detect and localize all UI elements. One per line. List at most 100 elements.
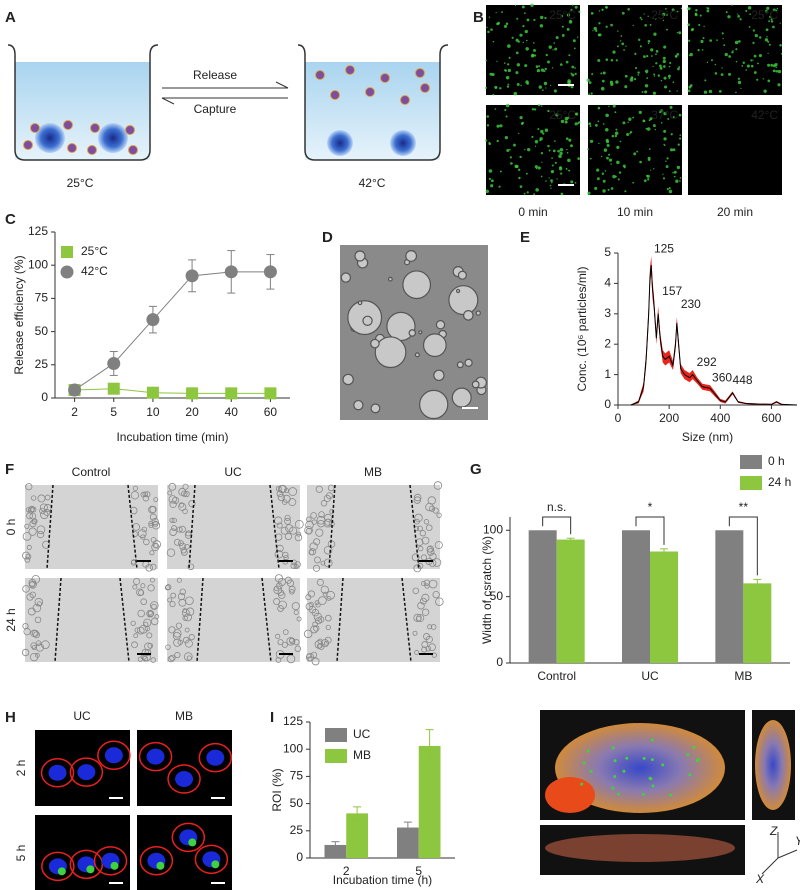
cell — [311, 608, 320, 617]
fluorescence-dot — [491, 72, 495, 77]
cell-tail — [545, 777, 595, 813]
fluorescence-dot — [767, 52, 769, 55]
cell — [305, 520, 314, 530]
beaker — [7, 44, 159, 161]
fluorescence-dot — [706, 61, 709, 64]
cell — [24, 523, 30, 529]
peak-label: 230 — [681, 297, 701, 311]
cell — [413, 564, 422, 573]
fluorescence-dot — [663, 76, 667, 80]
fluorescence-dot — [762, 78, 764, 80]
wound-edge — [269, 484, 280, 570]
fluorescence-dot — [647, 40, 651, 43]
fluorescence-dot — [706, 9, 710, 13]
fluorescence-dot — [487, 30, 490, 34]
fluorescence-dot — [610, 58, 614, 62]
cell — [289, 637, 296, 645]
cell — [178, 487, 187, 496]
legend-label: 25°C — [81, 244, 108, 258]
cell — [30, 495, 37, 501]
fluorescence-dot — [561, 25, 564, 28]
uptake — [668, 793, 672, 797]
marker — [61, 246, 73, 258]
y-tick-label: 3 — [604, 306, 611, 320]
cell-membrane — [41, 851, 75, 882]
fluorescence-dot — [702, 37, 705, 39]
cell — [40, 510, 49, 520]
cell — [37, 494, 46, 503]
cell — [421, 536, 430, 545]
fluorescence-dot — [767, 79, 771, 83]
fluorescence-dot — [634, 66, 638, 70]
fluorescence-dot — [677, 67, 680, 71]
fluorescence-dot — [676, 10, 679, 13]
fluorescence-dot — [523, 12, 526, 15]
cell — [36, 525, 46, 534]
fluorescence-dot — [566, 152, 569, 154]
cell — [315, 528, 324, 537]
cell — [186, 655, 192, 661]
cell — [173, 638, 182, 647]
fluorescence-dot — [668, 77, 671, 80]
cell — [329, 509, 335, 514]
fluorescence-dot — [624, 190, 627, 193]
fluorescence-dot — [514, 164, 518, 169]
cell — [183, 613, 192, 622]
uptake — [613, 759, 617, 763]
fluorescence-dot — [540, 68, 545, 72]
fluorescence-dot — [574, 67, 576, 69]
fluorescence-dot — [625, 45, 627, 47]
fluorescence-dot — [624, 85, 628, 89]
cell — [130, 491, 140, 500]
fluorescence-dot — [678, 113, 682, 117]
fluorescence-dot — [634, 52, 637, 56]
wound-edge — [336, 577, 344, 663]
fluorescence-dot — [600, 155, 603, 158]
x-tick-label: 40 — [225, 405, 239, 419]
fluorescence-dot — [535, 167, 538, 170]
fluorescence-dot — [510, 162, 513, 165]
cell-membrane — [97, 740, 131, 771]
fluorescence-dot — [543, 81, 548, 86]
cell — [182, 608, 188, 613]
fluorescence-dot — [663, 137, 667, 141]
x-axis-label: Incubation time (min) — [116, 430, 228, 444]
uptake — [110, 861, 119, 870]
cell — [169, 500, 177, 508]
fluorescence-dot — [741, 65, 744, 67]
cell — [139, 624, 148, 634]
fluorescence-dot — [659, 66, 663, 70]
fluorescence-dot — [530, 3, 534, 7]
fluorescence-dot — [568, 138, 572, 142]
fluorescence-dot — [576, 36, 579, 38]
cell — [291, 602, 300, 611]
y-tick-label: 50 — [290, 796, 304, 810]
fluorescence-dot — [679, 180, 681, 182]
legend-label: 24 h — [768, 475, 791, 489]
fluorescence-dot — [648, 119, 651, 122]
fluorescence-dot — [619, 40, 622, 42]
cell — [151, 603, 157, 610]
bottom-view — [545, 834, 735, 862]
cell — [275, 657, 282, 663]
cell — [284, 517, 291, 525]
fluorescence-dot — [513, 91, 518, 96]
fluorescence-dot — [737, 15, 740, 18]
fluorescence-dot — [688, 39, 691, 42]
fluorescence-dot — [515, 71, 519, 75]
fluorescence-dot — [513, 143, 516, 147]
cell — [422, 608, 430, 616]
cell — [176, 526, 183, 533]
fluorescence-dot — [540, 175, 543, 178]
uptake — [696, 757, 700, 761]
fluorescence-dot — [680, 7, 683, 10]
fluorescence-dot — [548, 45, 552, 49]
fluorescence-dot — [720, 73, 724, 77]
fluorescence-dot — [676, 31, 679, 34]
fluorescence-dot — [555, 113, 559, 117]
cell — [315, 485, 323, 493]
fluorescence-dot — [655, 62, 658, 65]
fluorescence-dot — [672, 81, 675, 84]
cell-membrane — [171, 822, 206, 853]
fluorescence-dot — [622, 164, 626, 168]
